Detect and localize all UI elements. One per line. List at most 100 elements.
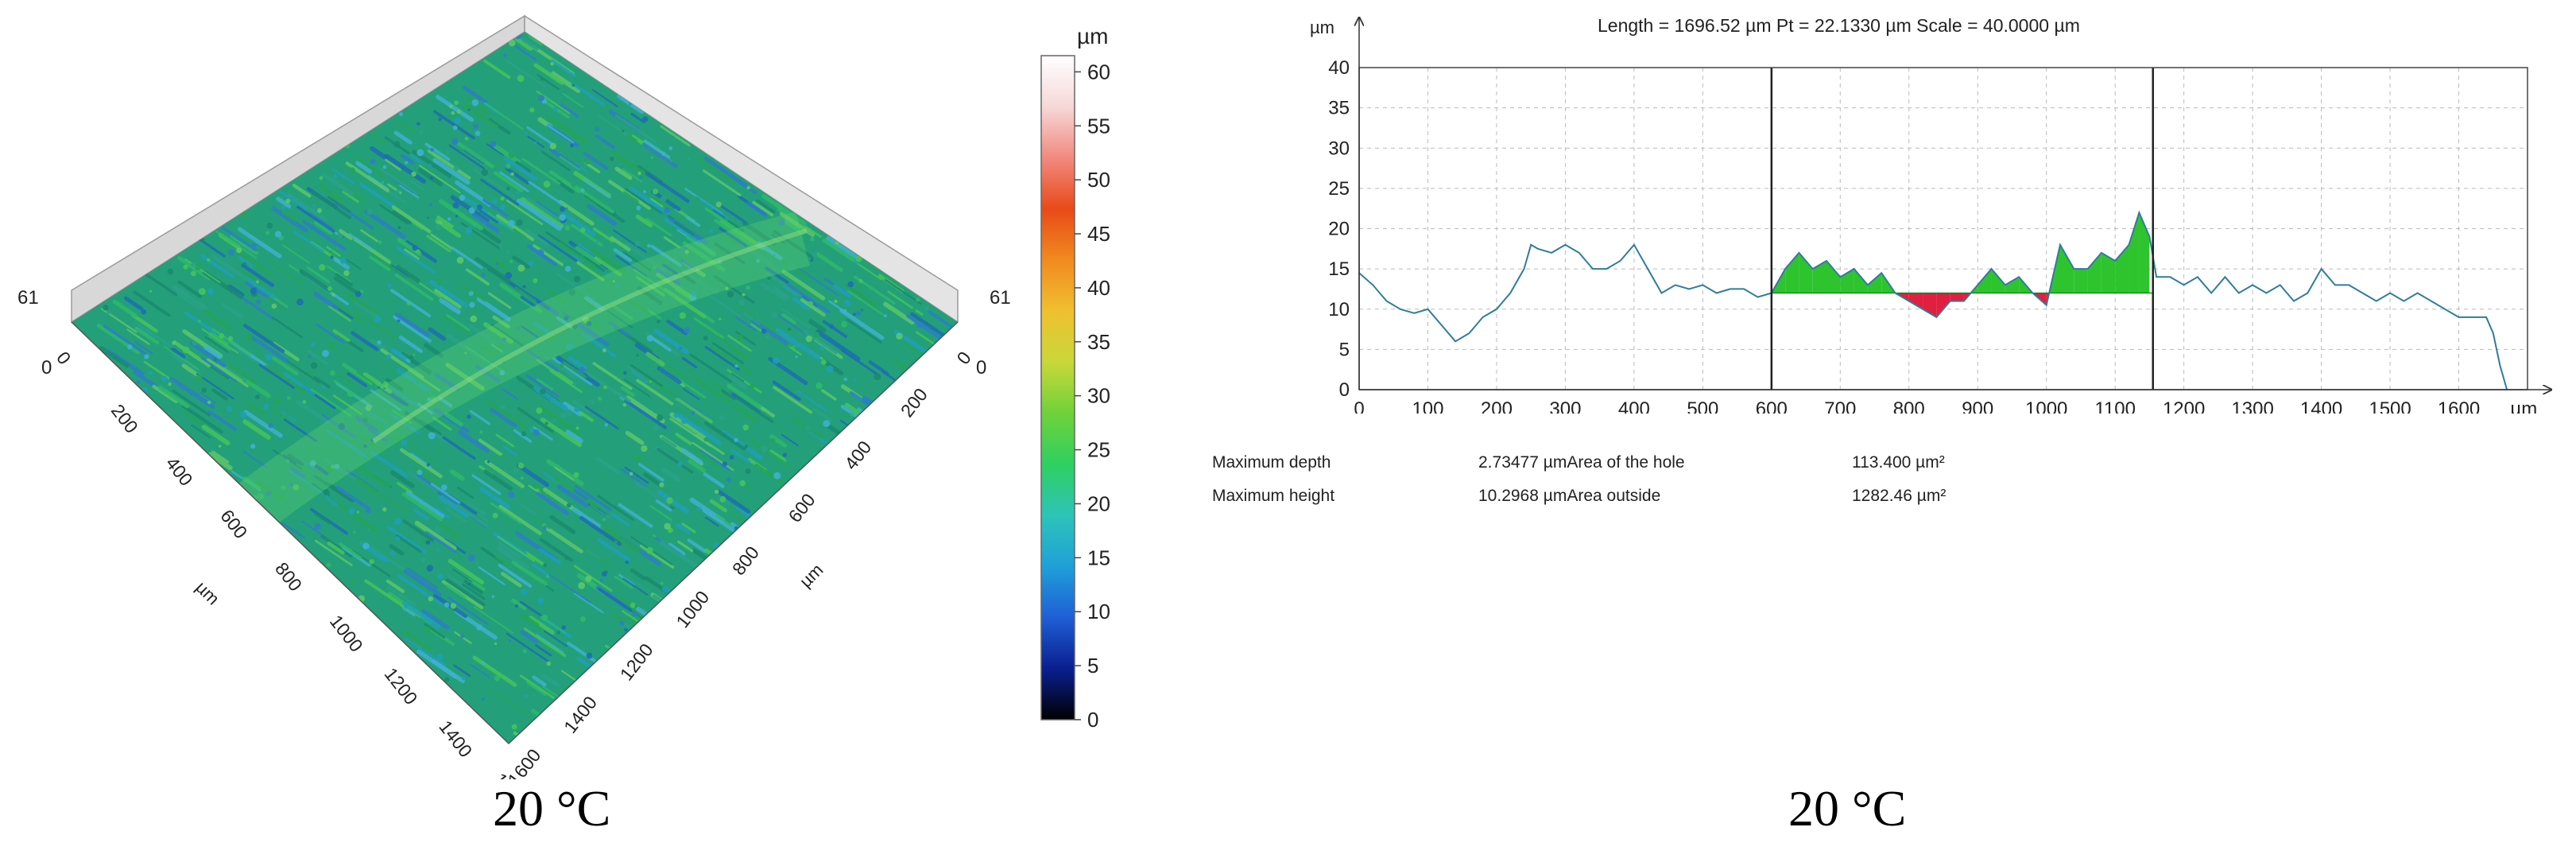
caption-left: 20 °C (493, 780, 611, 837)
area-hole-fill (1936, 293, 1950, 317)
z-label-left-bottom: 0 (41, 357, 52, 379)
y-tick-label: 20 (1328, 219, 1350, 240)
surface-3d-plot: 61 0 61 0 02004006008001000120014001600 … (17, 14, 1110, 814)
x-tick-label: 900 (1962, 398, 1993, 414)
colorbar-tick-label: 30 (1087, 384, 1110, 408)
right-axis-tick-label: 1200 (616, 639, 657, 684)
caption-right: 20 °C (1788, 780, 1907, 837)
y-tick-labels: 0 5 10 15 20 25 30 35 40 (1328, 57, 1350, 401)
colorbar-unit: µm (1077, 24, 1108, 49)
colorbar-ticks: 0 5 10 15 20 25 30 35 40 45 50 55 60 (1075, 60, 1110, 732)
colorbar-tick-label: 50 (1087, 168, 1110, 192)
stat-label-height: Maximum height (1212, 487, 1335, 505)
area-outside-fill (2101, 252, 2116, 293)
right-axis-tick-label: 600 (784, 490, 819, 526)
area-outside-fill (2115, 244, 2129, 293)
x-tick-label: 100 (1412, 398, 1443, 414)
right-axis-tick-label: 1000 (672, 587, 713, 631)
surface-3d-panel: 61 0 61 0 02004006008001000120014001600 … (0, 0, 1168, 866)
y-tick-label: 40 (1328, 57, 1350, 79)
area-outside-fill (1826, 261, 1841, 293)
right-axis-tick-label: 0 (952, 348, 974, 368)
area-outside-fill (2060, 244, 2074, 293)
stats-table: Maximum depth 2.73477 µmArea of the hole… (1168, 445, 2576, 541)
stat-label-depth: Maximum depth (1212, 453, 1331, 472)
stat-value-height: 10.2968 µmArea outside (1478, 487, 1661, 505)
y-tick-label: 25 (1328, 178, 1350, 200)
right-axis-tick-label: 800 (728, 542, 763, 579)
z-label-left-top: 61 (17, 287, 39, 309)
z-label-right-top: 61 (990, 287, 1011, 309)
area-outside-fill (1991, 269, 2005, 293)
area-outside-fill (1867, 273, 1882, 293)
y-tick-label: 10 (1328, 299, 1350, 320)
x-tick-label: 700 (1824, 398, 1856, 414)
area-outside-fill (2074, 269, 2088, 293)
x-tick-label: 600 (1756, 398, 1788, 414)
left-axis-tick-label: 1400 (435, 716, 476, 761)
area-outside-fill (1881, 273, 1896, 293)
section-markers (1770, 68, 2154, 390)
profile-panel: Length = 1696.52 µm Pt = 22.1330 µm Scal… (1168, 0, 2576, 866)
y-unit-label: µm (1310, 17, 1334, 37)
surface-texture (72, 32, 958, 744)
area-outside-fill (1812, 261, 1826, 293)
area-outside-fill (2087, 252, 2101, 293)
x-tick-label: 0 (1354, 398, 1364, 414)
x-tick-label: 300 (1549, 398, 1581, 414)
x-tick-label: 1600 (2438, 398, 2480, 414)
profile-line (1358, 210, 2508, 390)
colorbar-tick-label: 20 (1087, 491, 1110, 515)
area-outside-fill (1785, 252, 1799, 293)
y-tick-label: 30 (1328, 138, 1350, 159)
y-tick-label: 35 (1328, 98, 1350, 119)
right-axis-unit: µm (796, 560, 827, 592)
colorbar-tick-label: 5 (1087, 654, 1098, 678)
x-tick-label: 1300 (2231, 398, 2273, 414)
left-axis-unit: µm (192, 577, 223, 609)
x-unit-label: µm (2510, 398, 2537, 414)
colorbar-tick-label: 10 (1087, 600, 1110, 623)
x-tick-label: 500 (1687, 398, 1718, 414)
left-axis-tick-label: 1000 (326, 611, 367, 655)
stat-area-outside: 1282.46 µm² (1852, 487, 1947, 505)
area-outside-fill (1771, 269, 1786, 293)
colorbar-tick-label: 40 (1087, 276, 1110, 300)
profile-chart: Length = 1696.52 µm Pt = 22.1330 µm Scal… (1310, 15, 2576, 420)
left-axis-tick-label: 200 (107, 400, 142, 437)
grid (1358, 67, 2528, 390)
area-outside-fill (2005, 277, 2020, 293)
y-tick-label: 15 (1328, 258, 1350, 280)
left-axis-tick-label: 800 (271, 558, 306, 595)
right-axis-tick-label: 400 (840, 437, 875, 473)
area-outside-fill (1978, 269, 1992, 293)
right-axis-tick-label: 1400 (560, 692, 601, 736)
left-axis-tick-label: 600 (216, 506, 251, 542)
x-tick-label: 1200 (2163, 398, 2205, 414)
surface-frame (71, 321, 959, 745)
colorbar-tick-label: 55 (1087, 114, 1110, 138)
colorbar-tick-label: 35 (1087, 330, 1110, 354)
x-tick-label: 200 (1481, 398, 1513, 414)
area-outside-fill (2129, 212, 2140, 293)
area-hole-fill (1963, 293, 1971, 301)
x-tick-label: 1500 (2369, 398, 2411, 414)
area-hole-fill (1950, 293, 1964, 301)
left-axis-tick-label: 400 (162, 453, 197, 490)
colorbar-tick-label: 45 (1087, 222, 1110, 246)
area-outside-fill (1799, 252, 1813, 293)
colorbar-tick-label: 60 (1087, 60, 1110, 83)
x-tick-label: 800 (1893, 398, 1925, 414)
colorbar-tick-label: 25 (1087, 438, 1110, 462)
y-tick-label: 5 (1339, 339, 1350, 360)
colorbar-tick-label: 15 (1087, 546, 1110, 569)
x-tick-label: 1000 (2025, 398, 2067, 414)
left-axis-tick-label: 0 (52, 348, 75, 368)
chart-header: Length = 1696.52 µm Pt = 22.1330 µm Scal… (1598, 15, 2080, 36)
left-axis-tick-label: 1200 (381, 664, 422, 709)
area-outside-fill (2049, 244, 2060, 293)
y-tick-label: 0 (1339, 379, 1350, 401)
z-label-right-bottom: 0 (976, 357, 986, 379)
colorbar-tick-label: 0 (1087, 708, 1098, 732)
x-tick-labels: 0 100 200 300 400 500 600 700 800 900 1000 1100 1200… (1354, 398, 2537, 420)
